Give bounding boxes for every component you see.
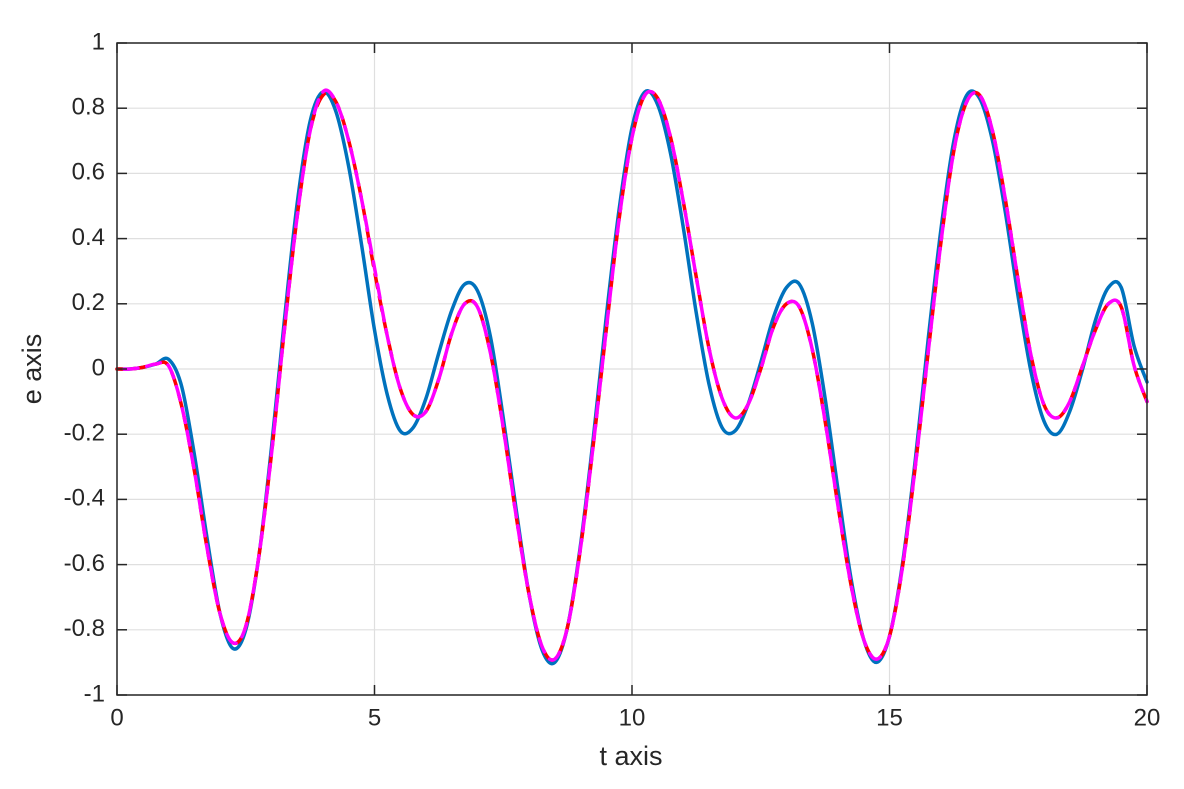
y-tick-label: -0.8 bbox=[64, 615, 105, 642]
y-tick-label: 0.6 bbox=[72, 159, 105, 186]
x-tick-label: 5 bbox=[368, 704, 381, 731]
y-tick-label: -1 bbox=[84, 680, 105, 707]
x-axis-label: t axis bbox=[599, 741, 662, 771]
y-tick-label: 0.4 bbox=[72, 224, 105, 251]
y-tick-label: 0 bbox=[92, 354, 105, 381]
y-axis-label: e axis bbox=[17, 334, 47, 405]
y-tick-label: -0.4 bbox=[64, 485, 105, 512]
x-tick-label: 15 bbox=[876, 704, 903, 731]
axes: 0 5 10 15 20 -1 -0.8 -0.6 -0.4 -0.2 0 0.2 0.4 0.6 0.8 1 bbox=[64, 28, 1161, 731]
y-tick-label: 0.8 bbox=[72, 94, 105, 121]
y-tick-label: 1 bbox=[92, 28, 105, 55]
plot-frame bbox=[116, 42, 1148, 696]
plot-lines bbox=[115, 88, 1149, 666]
y-tick-label: 0.2 bbox=[72, 289, 105, 316]
series-line bbox=[115, 88, 1149, 662]
grid bbox=[116, 42, 1148, 696]
x-tick-label: 10 bbox=[619, 704, 646, 731]
y-tick-label: -0.6 bbox=[64, 550, 105, 577]
x-tick-label: 0 bbox=[110, 704, 123, 731]
x-tick-label: 20 bbox=[1134, 704, 1161, 731]
y-tick-label: -0.2 bbox=[64, 420, 105, 447]
